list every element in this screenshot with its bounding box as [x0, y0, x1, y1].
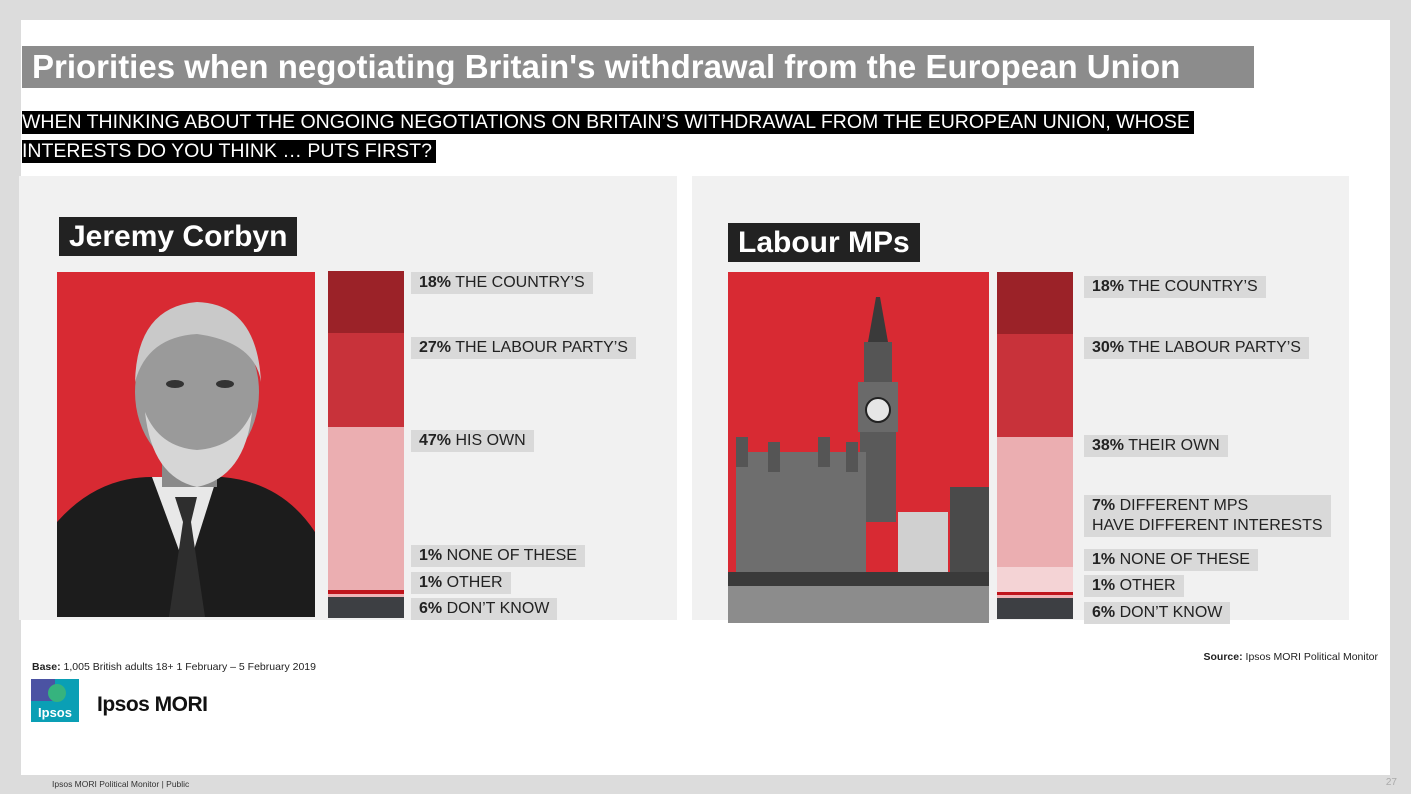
bar-segment-other — [997, 594, 1073, 599]
data-label-text: THE COUNTRY’S — [1124, 278, 1258, 295]
data-label-country: 18% THE COUNTRY’S — [411, 272, 593, 294]
stacked-bar-labour-mps — [997, 272, 1073, 619]
logo-box-text: Ipsos — [38, 705, 72, 720]
data-label-text: OTHER — [1115, 577, 1176, 594]
bar-segment-none — [328, 590, 404, 594]
data-label-text: OTHER — [442, 574, 503, 591]
data-label-text: THE LABOUR PARTY’S — [1124, 339, 1301, 356]
bar-segment-other — [328, 593, 404, 598]
data-label-none: 1% NONE OF THESE — [1084, 549, 1258, 571]
stacked-bar-corbyn — [328, 271, 404, 618]
data-label-own: 47% HIS OWN — [411, 430, 534, 452]
ipsos-logo-icon: Ipsos — [31, 679, 79, 722]
data-label-text: DIFFERENT MPS — [1115, 497, 1249, 514]
page-number: 27 — [1385, 777, 1397, 788]
footer-text: Ipsos MORI Political Monitor | Public — [52, 779, 190, 789]
parliament-image — [728, 272, 989, 623]
bar-segment-party — [328, 333, 404, 428]
data-label-dont_know: 6% DON’T KNOW — [411, 598, 558, 620]
panel-title-labour-mps: Labour MPs — [728, 223, 920, 262]
bar-segment-different — [997, 567, 1073, 592]
bar-segment-dont_know — [997, 598, 1073, 619]
data-label-value: 18% — [419, 274, 452, 291]
data-label-text: HIS OWN — [451, 432, 526, 449]
data-label-text-line2: HAVE DIFFERENT INTERESTS — [1092, 517, 1323, 534]
data-label-text: THEIR OWN — [1124, 437, 1220, 454]
data-label-party: 27% THE LABOUR PARTY’S — [411, 337, 636, 359]
data-label-value: 1% — [419, 547, 443, 564]
data-label-value: 6% — [1092, 604, 1116, 621]
data-label-value: 47% — [419, 432, 452, 449]
data-label-text: NONE OF THESE — [442, 547, 577, 564]
data-label-value: 1% — [1092, 551, 1116, 568]
corbyn-portrait-image — [57, 272, 315, 617]
data-label-text: NONE OF THESE — [1115, 551, 1250, 568]
data-label-value: 30% — [1092, 339, 1125, 356]
bar-segment-own — [328, 427, 404, 591]
data-label-value: 38% — [1092, 437, 1125, 454]
data-label-other: 1% OTHER — [1084, 575, 1184, 597]
data-label-value: 27% — [419, 339, 452, 356]
bar-segment-own — [997, 436, 1073, 568]
data-label-other: 1% OTHER — [411, 572, 511, 594]
data-label-text: DON’T KNOW — [442, 600, 550, 617]
data-label-dont_know: 6% DON’T KNOW — [1084, 602, 1231, 624]
data-label-text: THE COUNTRY’S — [451, 274, 585, 291]
data-label-value: 7% — [1092, 497, 1116, 514]
data-label-party: 30% THE LABOUR PARTY’S — [1084, 337, 1309, 359]
data-label-value: 18% — [1092, 278, 1125, 295]
data-label-different: 7% DIFFERENT MPS HAVE DIFFERENT INTERESTS — [1084, 495, 1331, 537]
source-note: Source: Ipsos MORI Political Monitor — [1203, 651, 1378, 663]
data-label-own: 38% THEIR OWN — [1084, 435, 1228, 457]
page-title: Priorities when negotiating Britain's wi… — [22, 46, 1254, 88]
panel-title-corbyn: Jeremy Corbyn — [59, 217, 298, 256]
bar-segment-none — [997, 591, 1073, 595]
logo-mark: Ipsos — [31, 679, 79, 722]
data-label-text: DON’T KNOW — [1115, 604, 1223, 621]
bar-segment-country — [997, 272, 1073, 334]
data-label-value: 6% — [419, 600, 443, 617]
question-highlight: WHEN THINKING ABOUT THE ONGOING NEGOTIAT… — [22, 111, 1194, 163]
data-label-text: THE LABOUR PARTY’S — [451, 339, 628, 356]
data-label-value: 1% — [1092, 577, 1116, 594]
bar-segment-country — [328, 271, 404, 334]
data-label-country: 18% THE COUNTRY’S — [1084, 276, 1266, 298]
bar-segment-dont_know — [328, 597, 404, 618]
data-label-none: 1% NONE OF THESE — [411, 545, 585, 567]
parliament-illustration — [728, 272, 989, 623]
portrait-illustration — [57, 272, 315, 617]
ipsos-mori-wordmark: Ipsos MORI — [97, 693, 208, 716]
bar-segment-party — [997, 333, 1073, 437]
question-text: WHEN THINKING ABOUT THE ONGOING NEGOTIAT… — [22, 108, 1262, 165]
base-note: Base: 1,005 British adults 18+ 1 Februar… — [32, 661, 316, 673]
data-label-value: 1% — [419, 574, 443, 591]
